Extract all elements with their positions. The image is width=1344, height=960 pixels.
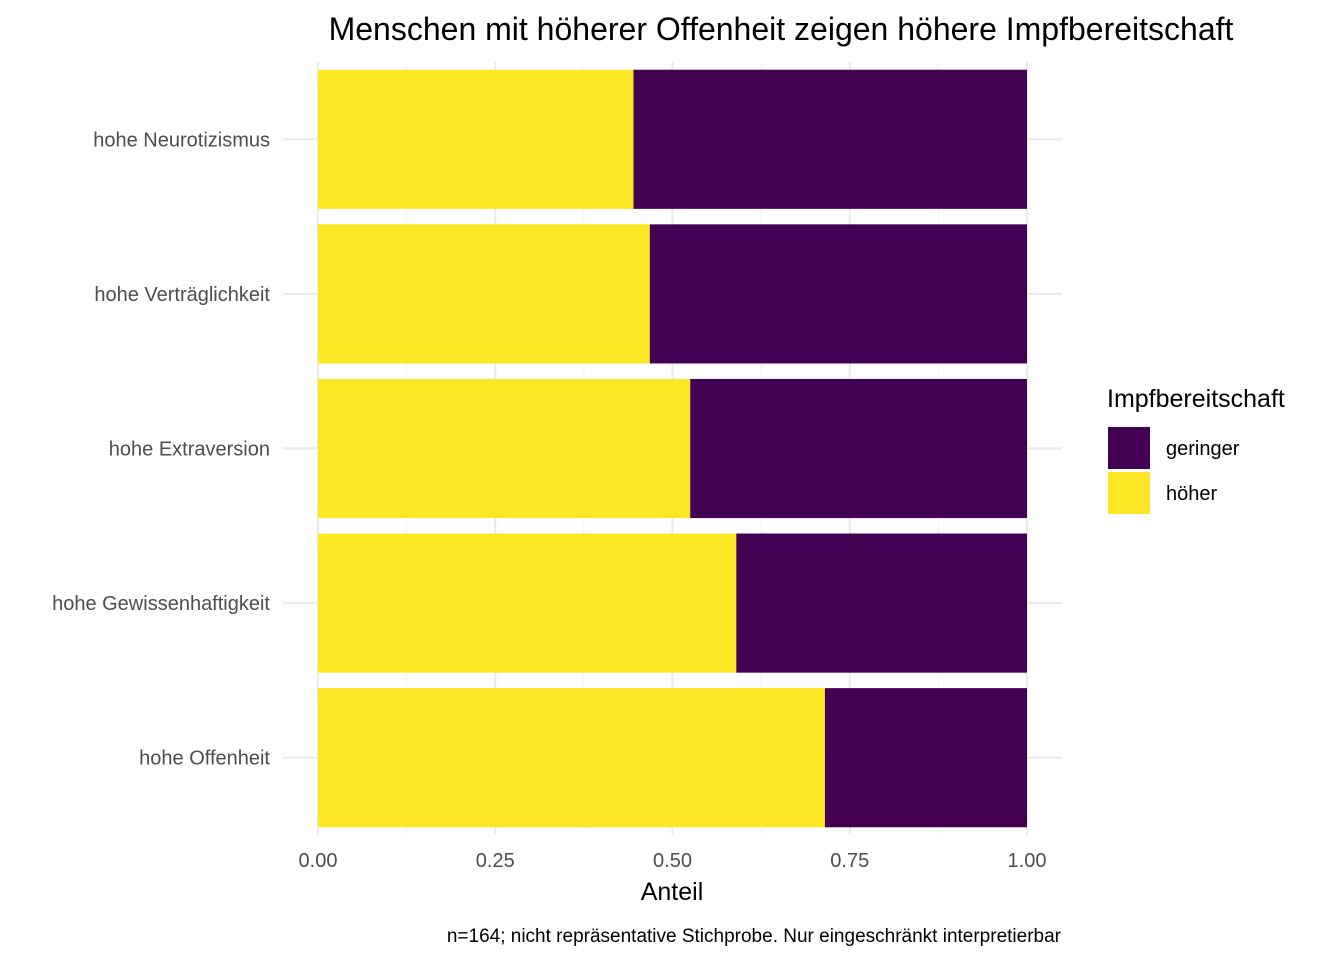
bar-höher-4 — [318, 533, 737, 673]
bar-höher-1 — [318, 69, 634, 209]
bar-höher-2 — [318, 224, 650, 364]
bar-höher-3 — [318, 378, 691, 519]
x-tick-label: 1.00 — [1008, 850, 1047, 872]
bar-geringer-5 — [824, 688, 1027, 828]
x-tick-label: 0.00 — [299, 850, 338, 872]
legend-label-geringer: geringer — [1166, 438, 1240, 460]
chart-caption: n=164; nicht repräsentative Stichprobe. … — [447, 926, 1062, 947]
x-tick-label: 0.25 — [476, 850, 515, 872]
bars — [318, 69, 1027, 828]
x-axis-tick-labels: 0.00 0.25 0.50 0.75 1.00 — [299, 850, 1047, 872]
bar-geringer-3 — [690, 378, 1027, 519]
y-tick-label: hohe Verträglichkeit — [94, 284, 270, 306]
x-tick-label: 0.50 — [653, 850, 692, 872]
legend: Impfbereitschaft geringer höher — [1107, 385, 1285, 514]
legend-title: Impfbereitschaft — [1107, 385, 1285, 413]
legend-swatch-geringer — [1108, 427, 1150, 469]
bar-geringer-1 — [633, 69, 1027, 209]
y-tick-label: hohe Extraversion — [109, 439, 270, 461]
y-tick-label: hohe Offenheit — [139, 748, 270, 770]
chart-title: Menschen mit höherer Offenheit zeigen hö… — [329, 11, 1234, 47]
x-axis-title: Anteil — [641, 878, 704, 906]
y-axis-tick-labels: hohe Neurotizismus hohe Verträglichkeit ho… — [52, 129, 270, 769]
y-tick-label: hohe Neurotizismus — [93, 129, 270, 151]
legend-label-höher: höher — [1166, 483, 1217, 505]
bar-geringer-2 — [649, 224, 1027, 364]
bar-geringer-4 — [736, 533, 1027, 673]
legend-swatch-höher — [1108, 472, 1150, 514]
x-tick-label: 0.75 — [830, 850, 869, 872]
y-tick-label: hohe Gewissenhaftigkeit — [52, 593, 270, 615]
bar-höher-5 — [318, 688, 825, 828]
legend-items: geringer höher — [1108, 427, 1240, 514]
